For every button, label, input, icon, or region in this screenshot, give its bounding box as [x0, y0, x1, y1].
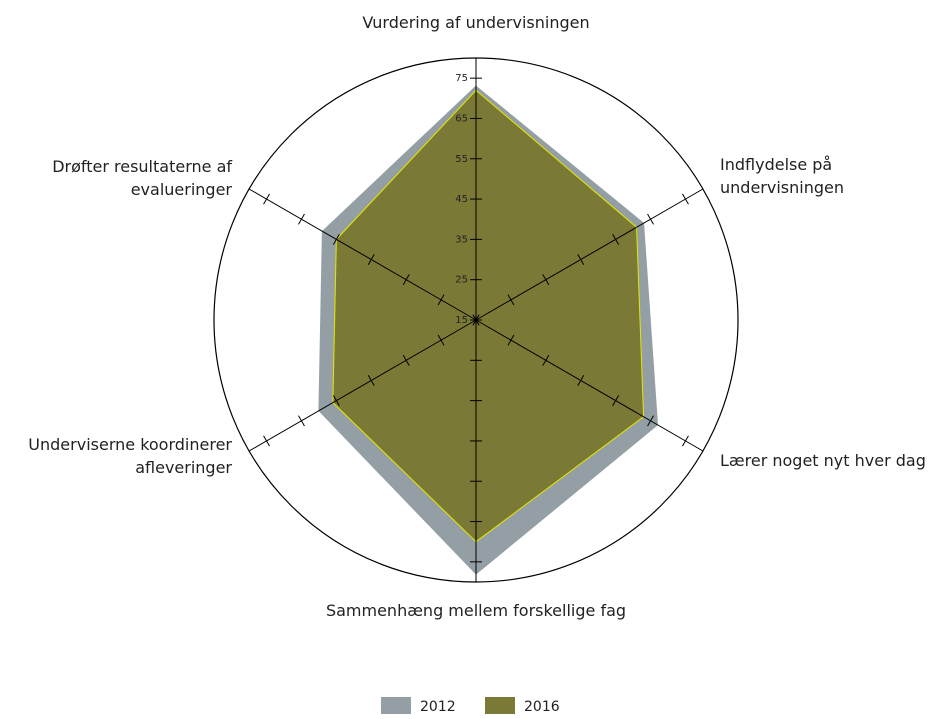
tick-mark	[507, 334, 515, 346]
tick-mark	[542, 354, 550, 366]
category-label: Drøfter resultaterne af evalueringer	[52, 157, 232, 199]
tick-mark	[542, 274, 550, 286]
legend-label: 2016	[524, 699, 560, 715]
tick-mark	[647, 415, 654, 427]
tick-mark	[577, 375, 585, 386]
legend-swatch	[381, 697, 411, 714]
tick-mark	[682, 435, 689, 447]
tick-mark	[402, 274, 410, 286]
r-tick-label: 15	[455, 315, 468, 326]
legend-swatch	[485, 697, 515, 714]
legend-label: 2012	[420, 699, 456, 715]
tick-mark	[472, 314, 480, 326]
tick-mark	[507, 294, 515, 306]
tick-mark	[612, 395, 620, 407]
axis-line	[475, 188, 704, 321]
category-label: Vurdering af undervisningen	[362, 13, 589, 32]
category-label: Indflydelse på undervisningen	[720, 155, 844, 197]
tick-mark	[437, 334, 445, 346]
axis-line	[248, 188, 477, 321]
tick-mark	[437, 294, 445, 306]
r-tick-label: 45	[455, 194, 468, 205]
tick-mark	[298, 213, 305, 225]
r-tick-label: 25	[455, 275, 468, 286]
tick-mark	[332, 395, 340, 407]
category-label: Lærer noget nyt hver dag	[720, 451, 926, 470]
category-label: Underviserne koordinerer afleveringer	[28, 435, 232, 477]
category-label: Sammenhæng mellem forskellige fag	[326, 601, 626, 620]
tick-mark	[577, 254, 585, 265]
tick-mark	[298, 415, 305, 427]
r-tick-label: 75	[455, 73, 468, 84]
tick-mark	[263, 435, 270, 447]
r-tick-label: 65	[455, 113, 468, 124]
tick-mark	[367, 375, 375, 386]
tick-mark	[263, 193, 270, 205]
axis-line	[248, 319, 477, 452]
r-tick-label: 35	[455, 234, 468, 245]
tick-mark	[402, 354, 410, 366]
r-tick-label: 55	[455, 154, 468, 165]
tick-mark	[367, 254, 375, 265]
tick-mark	[612, 233, 620, 245]
tick-mark	[647, 213, 654, 225]
tick-mark	[332, 233, 340, 245]
axis-line	[475, 319, 704, 452]
tick-mark	[682, 193, 689, 205]
